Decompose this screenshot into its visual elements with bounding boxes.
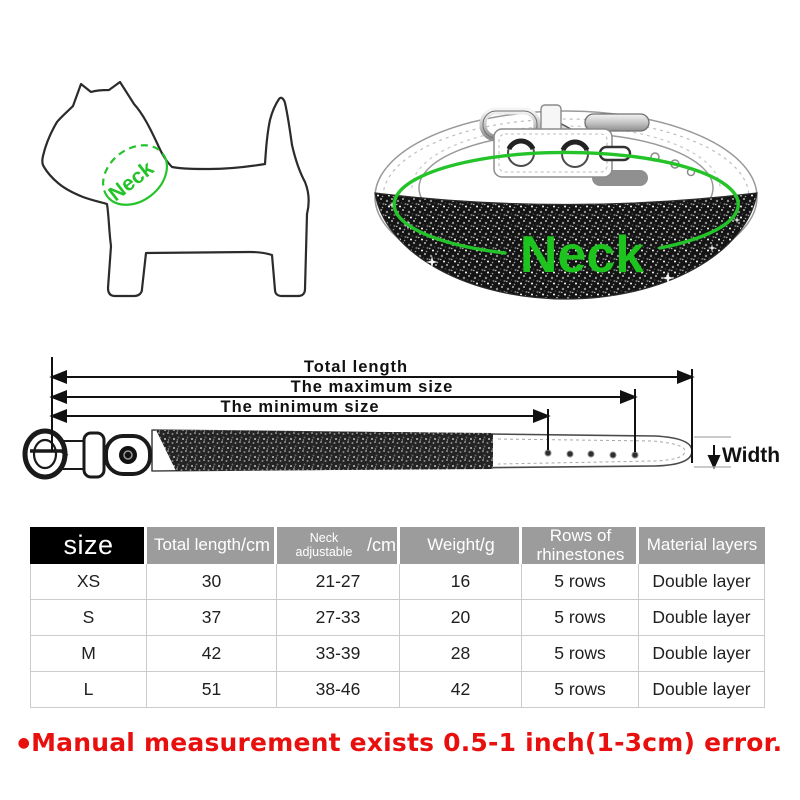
table-cell: Double layer — [639, 636, 765, 672]
table-cell: 27-33 — [277, 600, 400, 636]
header-unit: /cm — [367, 534, 396, 555]
table-cell: 5 rows — [522, 600, 639, 636]
photo-stitching-outer — [382, 118, 750, 198]
header-material-layers: Material layers — [639, 527, 765, 564]
flat-rhinestone-band — [156, 430, 493, 471]
table-row: XS 30 21-27 16 5 rows Double layer — [30, 564, 765, 600]
buckle-bar-icon — [584, 113, 650, 132]
flat-collar-buckle — [22, 428, 152, 480]
dog-outline-figure: Neck — [41, 80, 310, 298]
total-length-label: Total length — [304, 358, 408, 376]
table-row: S 37 27-33 20 5 rows Double layer — [30, 600, 765, 636]
minimum-size-label: The minimum size — [220, 398, 379, 416]
table-cell: 28 — [400, 636, 522, 672]
header-weight: Weight/g — [400, 527, 522, 564]
header-label: Total length — [154, 535, 241, 555]
table-cell: M — [30, 636, 147, 672]
maximum-size-label: The maximum size — [291, 378, 454, 396]
measurement-diagram: Total length The maximum size The minimu… — [22, 357, 780, 480]
collar-photo-figure: Neck — [374, 104, 758, 308]
buckle-prong-icon — [30, 449, 69, 458]
measurement-error-note: ●Manual measurement exists 0.5-1 inch(1-… — [0, 728, 800, 757]
header-neck-adjustable: Neck adjustable/cm — [277, 527, 400, 564]
photo-rhinestone-band — [374, 192, 758, 300]
header-label: Neck adjustable — [295, 531, 353, 559]
header-label: Material layers — [646, 535, 758, 555]
table-cell: 21-27 — [277, 564, 400, 600]
table-cell: 30 — [147, 564, 277, 600]
table-row: L 51 38-46 42 5 rows Double layer — [30, 672, 765, 708]
buckle-frame-icon — [22, 428, 68, 480]
photo-neck-ellipse — [392, 150, 740, 255]
table-cell: 38-46 — [277, 672, 400, 708]
table-cell: 5 rows — [522, 636, 639, 672]
header-unit: /g — [479, 534, 495, 555]
header-label: Rows of rhinestones — [536, 526, 625, 564]
dog-neck-ellipse — [102, 144, 168, 206]
table-cell: S — [30, 600, 147, 636]
table-cell: 33-39 — [277, 636, 400, 672]
table-cell: L — [30, 672, 147, 708]
table-cell: XS — [30, 564, 147, 600]
header-label: Weight — [427, 535, 480, 555]
width-label: Width — [722, 444, 780, 467]
table-cell: 42 — [400, 672, 522, 708]
table-cell: Double layer — [639, 600, 765, 636]
dog-outline — [41, 80, 310, 298]
flat-collar-holes — [544, 449, 639, 459]
header-unit: /cm — [240, 534, 270, 555]
table-header-row: size Total length/cm Neck adjustable/cm … — [30, 527, 765, 564]
header-label: size — [63, 530, 114, 561]
photo-neck-label: Neck — [520, 226, 644, 284]
table-row: M 42 33-39 28 5 rows Double layer — [30, 636, 765, 672]
size-table: size Total length/cm Neck adjustable/cm … — [30, 527, 765, 708]
keeper-icon — [82, 431, 106, 479]
table-cell: 5 rows — [522, 672, 639, 708]
stud-icon — [119, 446, 137, 464]
header-total-length: Total length/cm — [147, 527, 277, 564]
table-cell: 37 — [147, 600, 277, 636]
table-cell: Double layer — [639, 564, 765, 600]
table-cell: 42 — [147, 636, 277, 672]
header-rhinestone-rows: Rows of rhinestones — [522, 527, 639, 564]
bullet-icon: ● — [17, 735, 31, 751]
table-cell: Double layer — [639, 672, 765, 708]
table-cell: 5 rows — [522, 564, 639, 600]
header-size: size — [30, 527, 147, 564]
table-cell: 20 — [400, 600, 522, 636]
table-cell: 51 — [147, 672, 277, 708]
table-cell: 16 — [400, 564, 522, 600]
note-text: Manual measurement exists 0.5-1 inch(1-3… — [31, 728, 783, 757]
